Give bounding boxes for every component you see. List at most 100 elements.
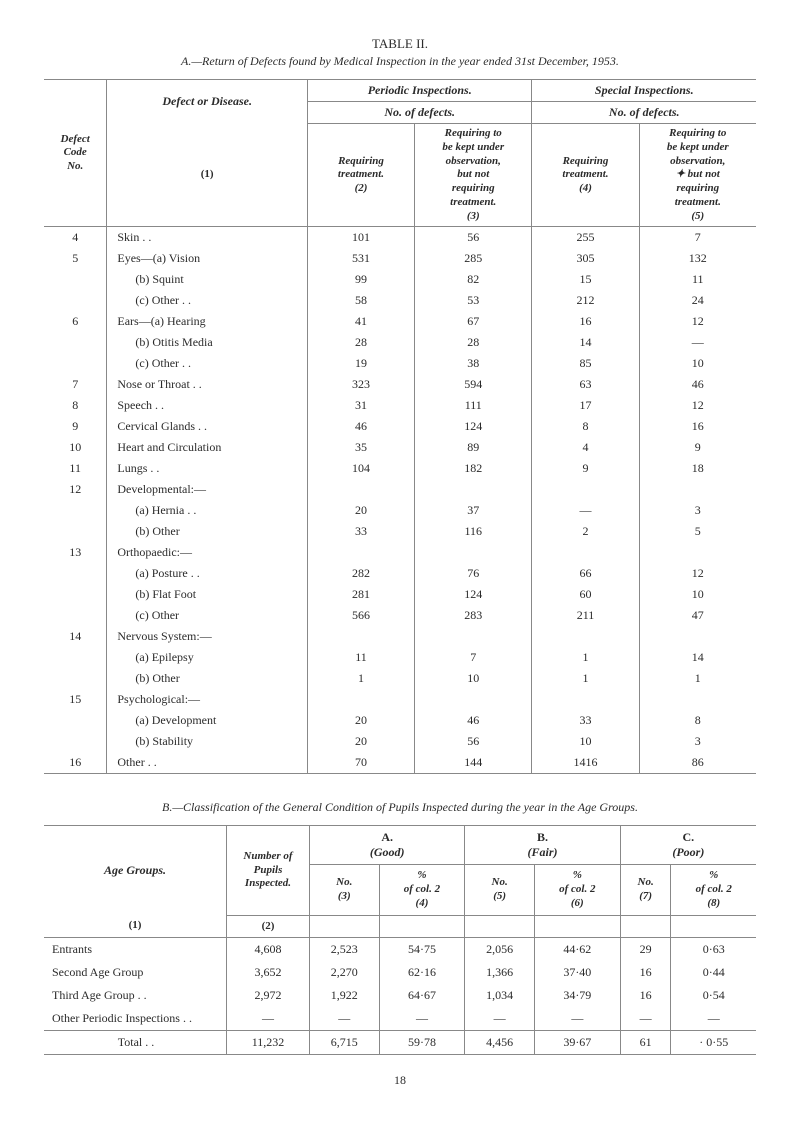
cell-c4: 1416 xyxy=(532,752,639,774)
cell-label: Speech . . xyxy=(107,395,308,416)
table-row: (b) Other11011 xyxy=(44,668,756,689)
cell-label: Second Age Group xyxy=(44,961,227,984)
table-row: 5Eyes—(a) Vision531285305132 xyxy=(44,248,756,269)
cell-c4 xyxy=(532,542,639,563)
cell-label: (b) Squint xyxy=(107,269,308,290)
cell-c3: 10 xyxy=(415,668,532,689)
cell-a-p: 59·78 xyxy=(379,1031,465,1055)
cell-b-p: 34·79 xyxy=(534,984,620,1007)
cell-label: Developmental:— xyxy=(107,479,308,500)
cell-c5: 46 xyxy=(639,374,756,395)
cell-c4: 33 xyxy=(532,710,639,731)
hdr-c1: (1) xyxy=(44,915,227,938)
cell-code: 15 xyxy=(44,689,107,710)
cell-c-n: — xyxy=(620,1007,671,1031)
hdr-C: C. (Poor) xyxy=(620,826,756,865)
cell-a-p: — xyxy=(379,1007,465,1031)
table-a-subtitle: A.—Return of Defects found by Medical In… xyxy=(44,54,756,69)
cell-a-p: 54·75 xyxy=(379,938,465,962)
cell-c4: 60 xyxy=(532,584,639,605)
cell-c3: 46 xyxy=(415,710,532,731)
table-row: 14Nervous System:— xyxy=(44,626,756,647)
table-row: Third Age Group . .2,9721,92264·671,0343… xyxy=(44,984,756,1007)
cell-c2: 33 xyxy=(307,521,414,542)
hdr-req-obs-1: Requiring tobe kept underobservation,but… xyxy=(415,124,532,227)
cell-label: Nose or Throat . . xyxy=(107,374,308,395)
cell-c3 xyxy=(415,689,532,710)
cell-c5: 12 xyxy=(639,395,756,416)
cell-c2: 20 xyxy=(307,500,414,521)
cell-c4 xyxy=(532,689,639,710)
table-row: 6Ears—(a) Hearing41671612 xyxy=(44,311,756,332)
cell-c4: 66 xyxy=(532,563,639,584)
table-row: Entrants4,6082,52354·752,05644·62290·63 xyxy=(44,938,756,962)
cell-c2: 104 xyxy=(307,458,414,479)
cell-c5: 5 xyxy=(639,521,756,542)
cell-code: 16 xyxy=(44,752,107,774)
cell-code xyxy=(44,500,107,521)
cell-c3: 37 xyxy=(415,500,532,521)
hdr-B-letter: B. xyxy=(537,830,548,844)
cell-code xyxy=(44,605,107,626)
cell-c-n: 16 xyxy=(620,961,671,984)
cell-c3: 111 xyxy=(415,395,532,416)
cell-c2: 28 xyxy=(307,332,414,353)
cell-c5: 18 xyxy=(639,458,756,479)
cell-b-p: — xyxy=(534,1007,620,1031)
hdr-A: A. (Good) xyxy=(310,826,465,865)
cell-label: (a) Posture . . xyxy=(107,563,308,584)
cell-n: 4,608 xyxy=(227,938,310,962)
hdr-no-7: No. (7) xyxy=(620,865,671,915)
cell-c-n: 61 xyxy=(620,1031,671,1055)
cell-code xyxy=(44,290,107,311)
cell-label: Eyes—(a) Vision xyxy=(107,248,308,269)
cell-c5 xyxy=(639,689,756,710)
table-row: (c) Other . .19388510 xyxy=(44,353,756,374)
cell-c2: 70 xyxy=(307,752,414,774)
cell-c2: 101 xyxy=(307,227,414,249)
cell-code: 12 xyxy=(44,479,107,500)
cell-code: 4 xyxy=(44,227,107,249)
cell-c2: 35 xyxy=(307,437,414,458)
hdr-special: Special Inspections. xyxy=(532,80,756,102)
table-b-subtitle: B.—Classification of the General Conditi… xyxy=(44,800,756,815)
cell-label: (c) Other xyxy=(107,605,308,626)
cell-c3: 124 xyxy=(415,416,532,437)
table-row: 9Cervical Glands . .46124816 xyxy=(44,416,756,437)
hdr-c3: (3) xyxy=(338,890,351,902)
cell-c4: 1 xyxy=(532,647,639,668)
cell-label: Psychological:— xyxy=(107,689,308,710)
cell-label: Skin . . xyxy=(107,227,308,249)
table-row: 7Nose or Throat . .3235946346 xyxy=(44,374,756,395)
cell-b-p: 44·62 xyxy=(534,938,620,962)
cell-code xyxy=(44,710,107,731)
cell-label: (a) Hernia . . xyxy=(107,500,308,521)
cell-c3: 38 xyxy=(415,353,532,374)
hdr-col5-sub: (5) xyxy=(691,210,704,222)
cell-b-n: 2,056 xyxy=(465,938,535,962)
cell-c5 xyxy=(639,542,756,563)
hdr-B: B. (Fair) xyxy=(465,826,620,865)
cell-label: (b) Other xyxy=(107,668,308,689)
cell-c5: 86 xyxy=(639,752,756,774)
cell-c2: 20 xyxy=(307,731,414,752)
cell-c3: 144 xyxy=(415,752,532,774)
cell-c2: 1 xyxy=(307,668,414,689)
cell-c4: 16 xyxy=(532,311,639,332)
cell-code xyxy=(44,332,107,353)
cell-a-n: 2,523 xyxy=(310,938,380,962)
table-row: 15Psychological:— xyxy=(44,689,756,710)
cell-c4: — xyxy=(532,500,639,521)
cell-c3: 67 xyxy=(415,311,532,332)
hdr-no-3: No. (3) xyxy=(310,865,380,915)
cell-c5: 10 xyxy=(639,584,756,605)
cell-c4: 85 xyxy=(532,353,639,374)
cell-c5: 8 xyxy=(639,710,756,731)
cell-n: 2,972 xyxy=(227,984,310,1007)
cell-code: 7 xyxy=(44,374,107,395)
cell-c3 xyxy=(415,542,532,563)
hdr-pct-6-text: %of col. 2 xyxy=(559,869,595,895)
hdr-defect-disease: Defect or Disease. xyxy=(107,80,308,124)
cell-c2: 323 xyxy=(307,374,414,395)
hdr-no-defects-2: No. of defects. xyxy=(532,102,756,124)
